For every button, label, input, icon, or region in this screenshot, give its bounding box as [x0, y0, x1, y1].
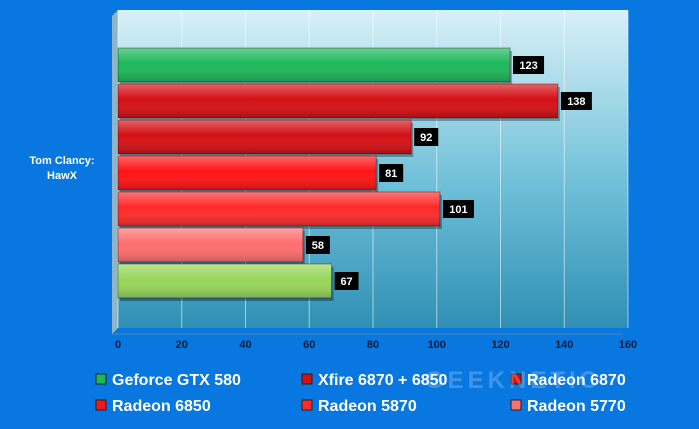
bar-outline — [117, 155, 377, 191]
legend-label: Geforce GTX 580 — [112, 372, 241, 389]
data-label-box — [379, 164, 404, 182]
legend-item: Radeon 5870 — [301, 398, 417, 415]
legend-label: Xfire 6870 + 6850 — [318, 372, 448, 389]
bar-outline — [117, 119, 412, 155]
x-tick-label: 80 — [367, 339, 379, 351]
legend-swatch — [95, 373, 107, 385]
bar-outline — [117, 191, 441, 227]
legend-item: Xfire 6870 + 6850 — [301, 372, 448, 389]
x-tick-label: 140 — [555, 339, 573, 351]
x-tick-label: 120 — [491, 339, 509, 351]
x-tick-label: 40 — [239, 339, 251, 351]
bar-shine — [118, 84, 558, 118]
data-label-box — [305, 236, 330, 254]
data-label-box — [414, 128, 439, 146]
legend-item: Radeon 6850 — [95, 398, 211, 415]
bar-shine — [118, 48, 511, 82]
bar-outline — [117, 263, 333, 299]
x-tick-label: 0 — [115, 339, 121, 351]
legend-item: Radeon 5770 — [510, 398, 626, 415]
bar-shine — [118, 120, 412, 154]
legend-swatch — [510, 399, 522, 411]
x-tick-label: 160 — [619, 339, 637, 351]
data-label: 58 — [312, 240, 324, 252]
data-label: 138 — [567, 96, 585, 108]
bar-outline — [117, 227, 304, 263]
plot-side-wall — [112, 10, 118, 334]
bar-radeon-5770: 58 — [117, 227, 330, 265]
data-label: 81 — [385, 168, 397, 180]
bar-outline — [117, 83, 559, 119]
bar-shine — [118, 192, 440, 226]
bar-radeon-5870: 101 — [117, 191, 474, 229]
x-tick-label: 20 — [176, 339, 188, 351]
bar-radeon-6870: 92 — [117, 119, 439, 157]
legend-item: Radeon 6870 — [510, 372, 626, 389]
x-tick-label: 100 — [428, 339, 446, 351]
category-label: Tom Clancy: — [29, 155, 94, 167]
bar-radeon-6850: 81 — [117, 155, 404, 193]
legend-item: Geforce GTX 580 — [95, 372, 241, 389]
bar-series-7: 67 — [117, 263, 359, 301]
data-label: 67 — [340, 276, 352, 288]
bar-xfire-6870-6850: 138 — [117, 83, 592, 121]
data-label: 101 — [449, 204, 467, 216]
bar-shine — [118, 228, 303, 262]
bar-shine — [118, 156, 377, 190]
watermark-text: GEEKNETIC — [425, 367, 601, 394]
data-label: 92 — [420, 132, 432, 144]
data-label-box — [442, 200, 474, 218]
data-label-box — [513, 56, 545, 74]
category-label: HawX — [47, 170, 78, 182]
data-label: 123 — [519, 60, 537, 72]
bar-outline — [117, 47, 511, 83]
x-tick-label: 60 — [303, 339, 315, 351]
legend-swatch — [510, 373, 522, 385]
bar-shine — [118, 264, 332, 298]
legend-label: Radeon 5870 — [318, 398, 417, 415]
legend-swatch — [301, 373, 313, 385]
data-label-box — [560, 92, 592, 110]
legend-label: Radeon 6850 — [112, 398, 211, 415]
legend-swatch — [95, 399, 107, 411]
bar-geforce-gtx-580: 123 — [117, 47, 545, 85]
legend-swatch — [301, 399, 313, 411]
legend-label: Radeon 5770 — [527, 398, 626, 415]
legend-label: Radeon 6870 — [527, 372, 626, 389]
data-label-box — [334, 272, 359, 290]
